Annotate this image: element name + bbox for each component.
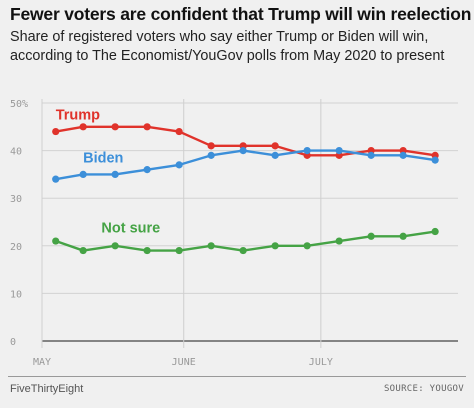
- data-point-not-sure: [399, 232, 407, 240]
- data-point-biden: [399, 151, 407, 159]
- x-tick-label: JULY: [309, 357, 333, 368]
- data-point-not-sure: [52, 237, 60, 245]
- footer: FiveThirtyEight SOURCE: YOUGOV: [0, 373, 474, 408]
- data-point-trump: [52, 127, 60, 136]
- y-tick-label: 30: [10, 194, 22, 205]
- y-axis-tick-labels: 0 10 20 30 40 50%: [10, 99, 28, 348]
- x-tick-label: JUNE: [172, 357, 196, 368]
- data-point-biden: [143, 166, 151, 174]
- y-tick-label: 40: [10, 147, 22, 158]
- data-point-not-sure: [111, 242, 119, 250]
- chart-subtitle-line-1: Share of registered voters who say eithe…: [10, 29, 429, 45]
- data-point-not-sure: [207, 242, 215, 250]
- chart-subtitle-line-2: according to The Economist/YouGov polls …: [10, 48, 445, 64]
- series-label-biden: Biden: [83, 151, 123, 167]
- x-axis: MAY JUNE JULY: [33, 99, 333, 368]
- data-point-trump: [143, 123, 151, 131]
- x-tick-label: MAY: [33, 357, 51, 368]
- data-point-not-sure: [335, 237, 343, 245]
- series-label-trump: Trump: [56, 108, 100, 124]
- data-point-biden: [79, 170, 87, 178]
- series-labels: Trump Biden Not sure: [56, 108, 161, 237]
- y-tick-label: 20: [10, 242, 22, 253]
- chart-title: Fewer voters are confident that Trump wi…: [10, 4, 472, 24]
- data-point-trump: [111, 123, 119, 131]
- line-chart: 0 10 20 30 40 50% MAY JUNE JULY Trump Biden Not s…: [10, 99, 458, 368]
- data-point-trump: [175, 127, 183, 136]
- data-point-not-sure: [367, 232, 375, 240]
- data-point-not-sure: [271, 242, 279, 250]
- y-tick-label: 50%: [10, 99, 28, 110]
- footer-divider: [8, 376, 466, 377]
- series-label-not-sure: Not sure: [101, 220, 160, 236]
- data-point-biden: [303, 147, 311, 155]
- brand-name: FiveThirtyEight: [10, 383, 84, 395]
- data-point-biden: [239, 147, 247, 155]
- data-point-biden: [207, 151, 215, 159]
- data-point-trump: [271, 142, 279, 150]
- data-point-biden: [111, 170, 119, 178]
- series-lines: [52, 123, 439, 255]
- chart-subtitle: Share of registered voters who say eithe…: [10, 28, 470, 66]
- y-tick-label: 10: [10, 289, 22, 300]
- data-point-biden: [335, 147, 343, 155]
- data-point-biden: [175, 161, 183, 169]
- data-point-not-sure: [239, 246, 247, 255]
- y-tick-label: 0: [10, 337, 16, 348]
- data-point-not-sure: [431, 227, 439, 236]
- data-point-not-sure: [175, 246, 183, 255]
- data-point-not-sure: [79, 246, 87, 255]
- data-point-not-sure: [303, 242, 311, 250]
- data-point-trump: [79, 123, 87, 131]
- data-point-trump: [207, 142, 215, 150]
- source-credit: SOURCE: YOUGOV: [383, 384, 464, 394]
- data-point-biden: [52, 175, 60, 183]
- data-point-not-sure: [143, 246, 151, 255]
- data-point-biden: [271, 151, 279, 159]
- data-point-biden: [367, 151, 375, 159]
- data-point-biden: [431, 156, 439, 164]
